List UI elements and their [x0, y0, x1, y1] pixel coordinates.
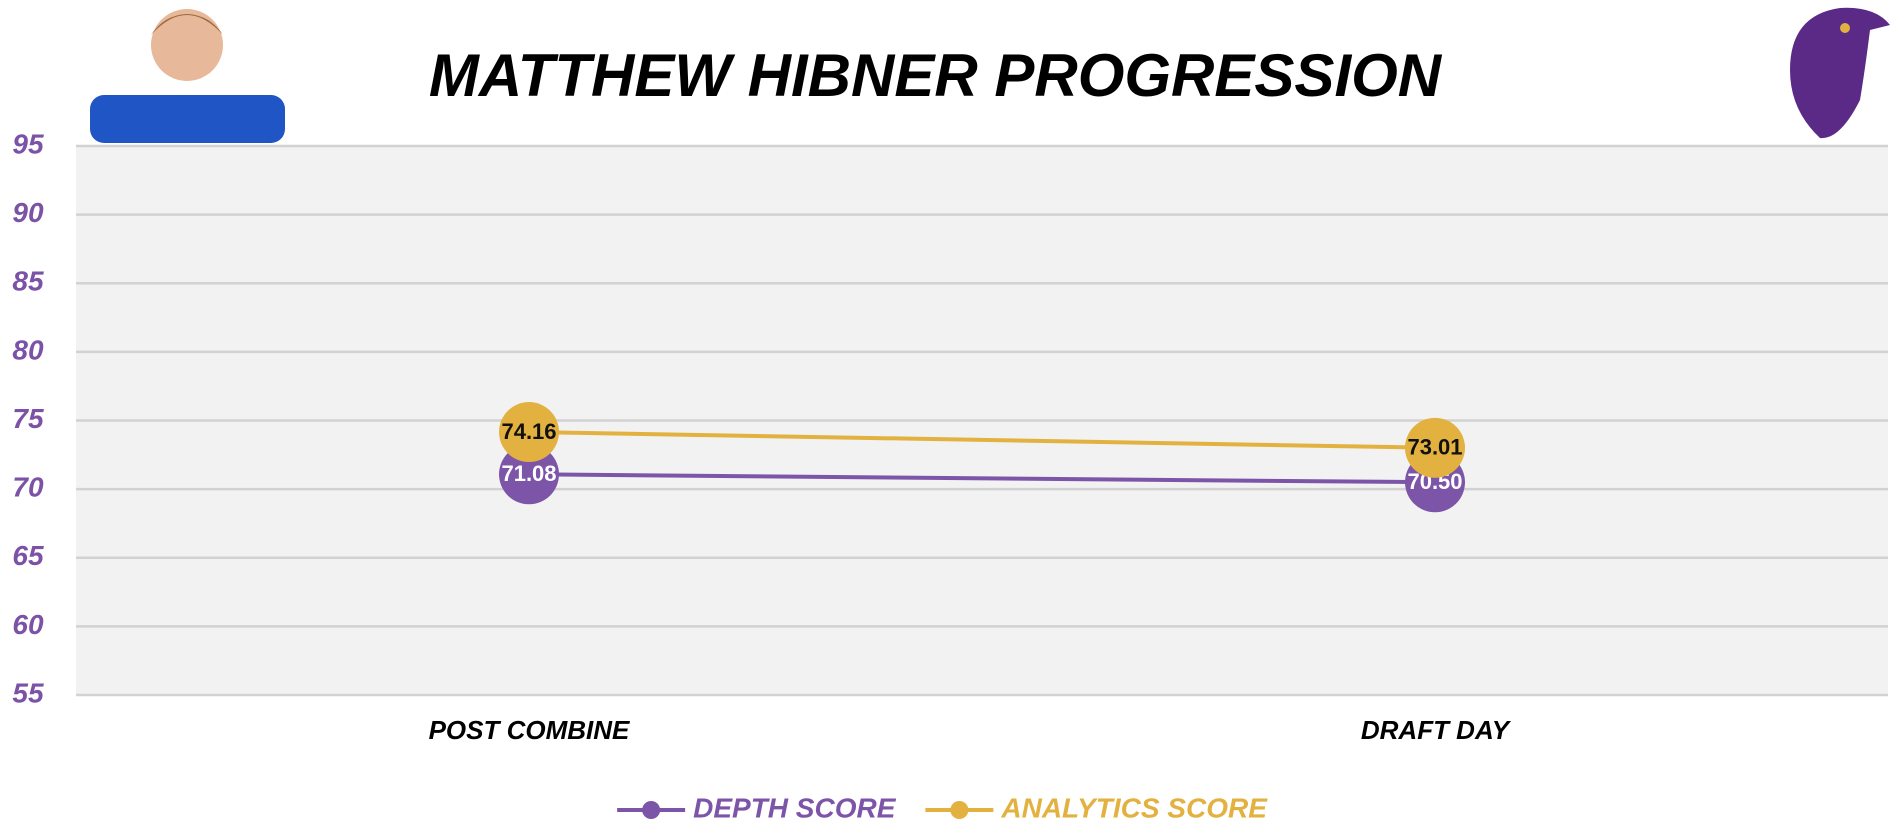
x-tick-label: POST COMBINE: [429, 715, 630, 745]
y-tick-label: 70: [12, 472, 44, 503]
legend-symbol-dot: [642, 801, 661, 819]
chart-title: MATTHEW HIBNER PROGRESSION: [429, 42, 1443, 109]
data-label: 73.01: [1407, 435, 1462, 460]
x-tick-label: DRAFT DAY: [1361, 715, 1512, 745]
data-point: [1405, 417, 1465, 478]
y-tick-label: 80: [12, 334, 44, 365]
y-tick-label: 65: [12, 540, 44, 571]
team-logo: [1790, 7, 1890, 139]
legend-label[interactable]: DEPTH SCORE: [693, 792, 897, 823]
series-line: [528, 430, 1436, 450]
y-tick-label: 60: [12, 609, 44, 640]
y-tick-label: 90: [12, 197, 44, 228]
legend-symbol-dot: [950, 801, 969, 819]
data-point: [499, 444, 559, 505]
y-tick-label: 95: [12, 128, 44, 159]
player-photo: [90, 9, 285, 143]
y-tick-label: 75: [12, 403, 44, 434]
legend-label[interactable]: ANALYTICS SCORE: [1000, 792, 1268, 823]
data-label: 74.16: [501, 419, 556, 444]
y-tick-label: 85: [12, 266, 44, 297]
data-label: 71.08: [501, 461, 556, 486]
y-tick-label: 55: [12, 677, 44, 708]
series-line: [528, 472, 1436, 485]
data-point: [499, 402, 559, 463]
